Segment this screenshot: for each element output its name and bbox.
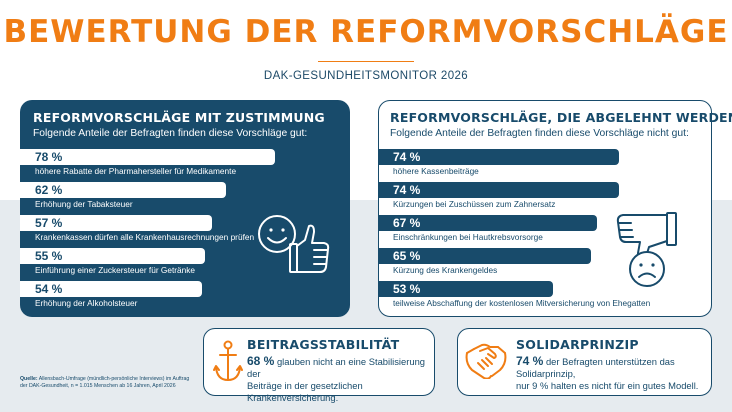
title-divider <box>318 61 414 62</box>
approved-bar <box>20 215 212 231</box>
beitrag-text: 68 % glauben nicht an eine Stabilisierun… <box>247 355 434 404</box>
thumbs-up-smiley-icon <box>256 212 332 287</box>
approved-bar <box>20 281 202 297</box>
approved-label: Krankenkassen dürfen alle Krankenhausrec… <box>35 232 255 242</box>
solidar-text: 74 % der Befragten unterstützen das Soli… <box>516 355 711 392</box>
approved-label: Erhöhung der Alkoholsteuer <box>35 298 138 308</box>
rejected-title: REFORMVORSCHLÄGE, DIE ABGELEHNT WERDEN <box>390 110 732 125</box>
source-label: Quelle: <box>20 376 38 382</box>
beitrag-text-line: Beiträge in der gesetzlichen Krankenvers… <box>247 380 363 403</box>
rejected-value: 65 % <box>393 249 421 263</box>
rejected-subtitle: Folgende Anteile der Befragten finden di… <box>390 128 689 139</box>
rejected-bar <box>379 215 597 231</box>
rejected-panel: REFORMVORSCHLÄGE, DIE ABGELEHNT WERDEN F… <box>378 100 732 317</box>
thumbs-down-sad-icon <box>607 207 693 296</box>
approved-title: REFORMVORSCHLÄGE MIT ZUSTIMMUNG <box>33 110 325 125</box>
solidar-title: SOLIDARPRINZIP <box>516 337 639 352</box>
solidar-text-line: nur 9 % halten es nicht für ein gutes Mo… <box>516 380 699 391</box>
beitrag-card: BEITRAGSSTABILITÄT 68 % glauben nicht an… <box>203 328 435 403</box>
source-text: der DAK-Gesundheit, n = 1.015 Menschen a… <box>20 382 176 389</box>
beitrag-title: BEITRAGSSTABILITÄT <box>247 337 400 352</box>
beitrag-value: 68 % <box>247 354 275 368</box>
rejected-label: Einschränkungen bei Hautkrebsvorsorge <box>393 232 543 242</box>
rejected-value: 53 % <box>393 282 421 296</box>
approved-label: Einführung einer Zuckersteuer für Geträn… <box>35 265 196 275</box>
rejected-value: 74 % <box>393 150 421 164</box>
rejected-label: höhere Kassenbeiträge <box>393 166 479 176</box>
approved-value: 55 % <box>35 249 63 263</box>
approved-value: 57 % <box>35 216 63 230</box>
rejected-value: 74 % <box>393 183 421 197</box>
beitrag-text-line: glauben nicht an eine Stabilisierung der <box>247 356 425 379</box>
rejected-label: Kürzung des Krankengeldes <box>393 265 498 275</box>
rejected-bar <box>379 248 591 264</box>
page-title: BEWERTUNG DER REFORMVORSCHLÄGE <box>3 14 729 50</box>
page-subtitle: DAK-GESUNDHEITSMONITOR 2026 <box>263 70 469 82</box>
rejected-value: 67 % <box>393 216 421 230</box>
approved-subtitle: Folgende Anteile der Befragten finden di… <box>33 128 308 139</box>
solidar-text-line: der Befragten unterstützen das Solidarpr… <box>516 356 675 379</box>
handshake-icon <box>464 341 508 384</box>
approved-bar <box>20 149 275 165</box>
source-note: Quelle: Allensbach-Umfrage (mündlich-per… <box>20 376 195 389</box>
anchor-icon <box>213 340 243 389</box>
solidar-card: SOLIDARPRINZIP 74 % der Befragten unters… <box>457 328 712 396</box>
approved-value: 78 % <box>35 150 63 164</box>
rejected-bar <box>379 149 619 165</box>
rejected-label: teilweise Abschaffung der kostenlosen Mi… <box>393 298 651 308</box>
approved-bar <box>20 182 226 198</box>
rejected-label: Kürzungen bei Zuschüssen zum Zahnersatz <box>393 199 556 209</box>
rejected-bar <box>379 182 619 198</box>
approved-value: 62 % <box>35 183 63 197</box>
approved-panel: REFORMVORSCHLÄGE MIT ZUSTIMMUNG Folgende… <box>20 100 350 317</box>
solidar-value: 74 % <box>516 354 544 368</box>
approved-bar <box>20 248 205 264</box>
approved-label: Erhöhung der Tabaksteuer <box>35 199 133 209</box>
source-text: Allensbach-Umfrage (mündlich-persönliche… <box>38 376 190 382</box>
rejected-bar <box>379 281 553 297</box>
approved-value: 54 % <box>35 282 63 296</box>
approved-label: höhere Rabatte der Pharmahersteller für … <box>35 166 237 176</box>
